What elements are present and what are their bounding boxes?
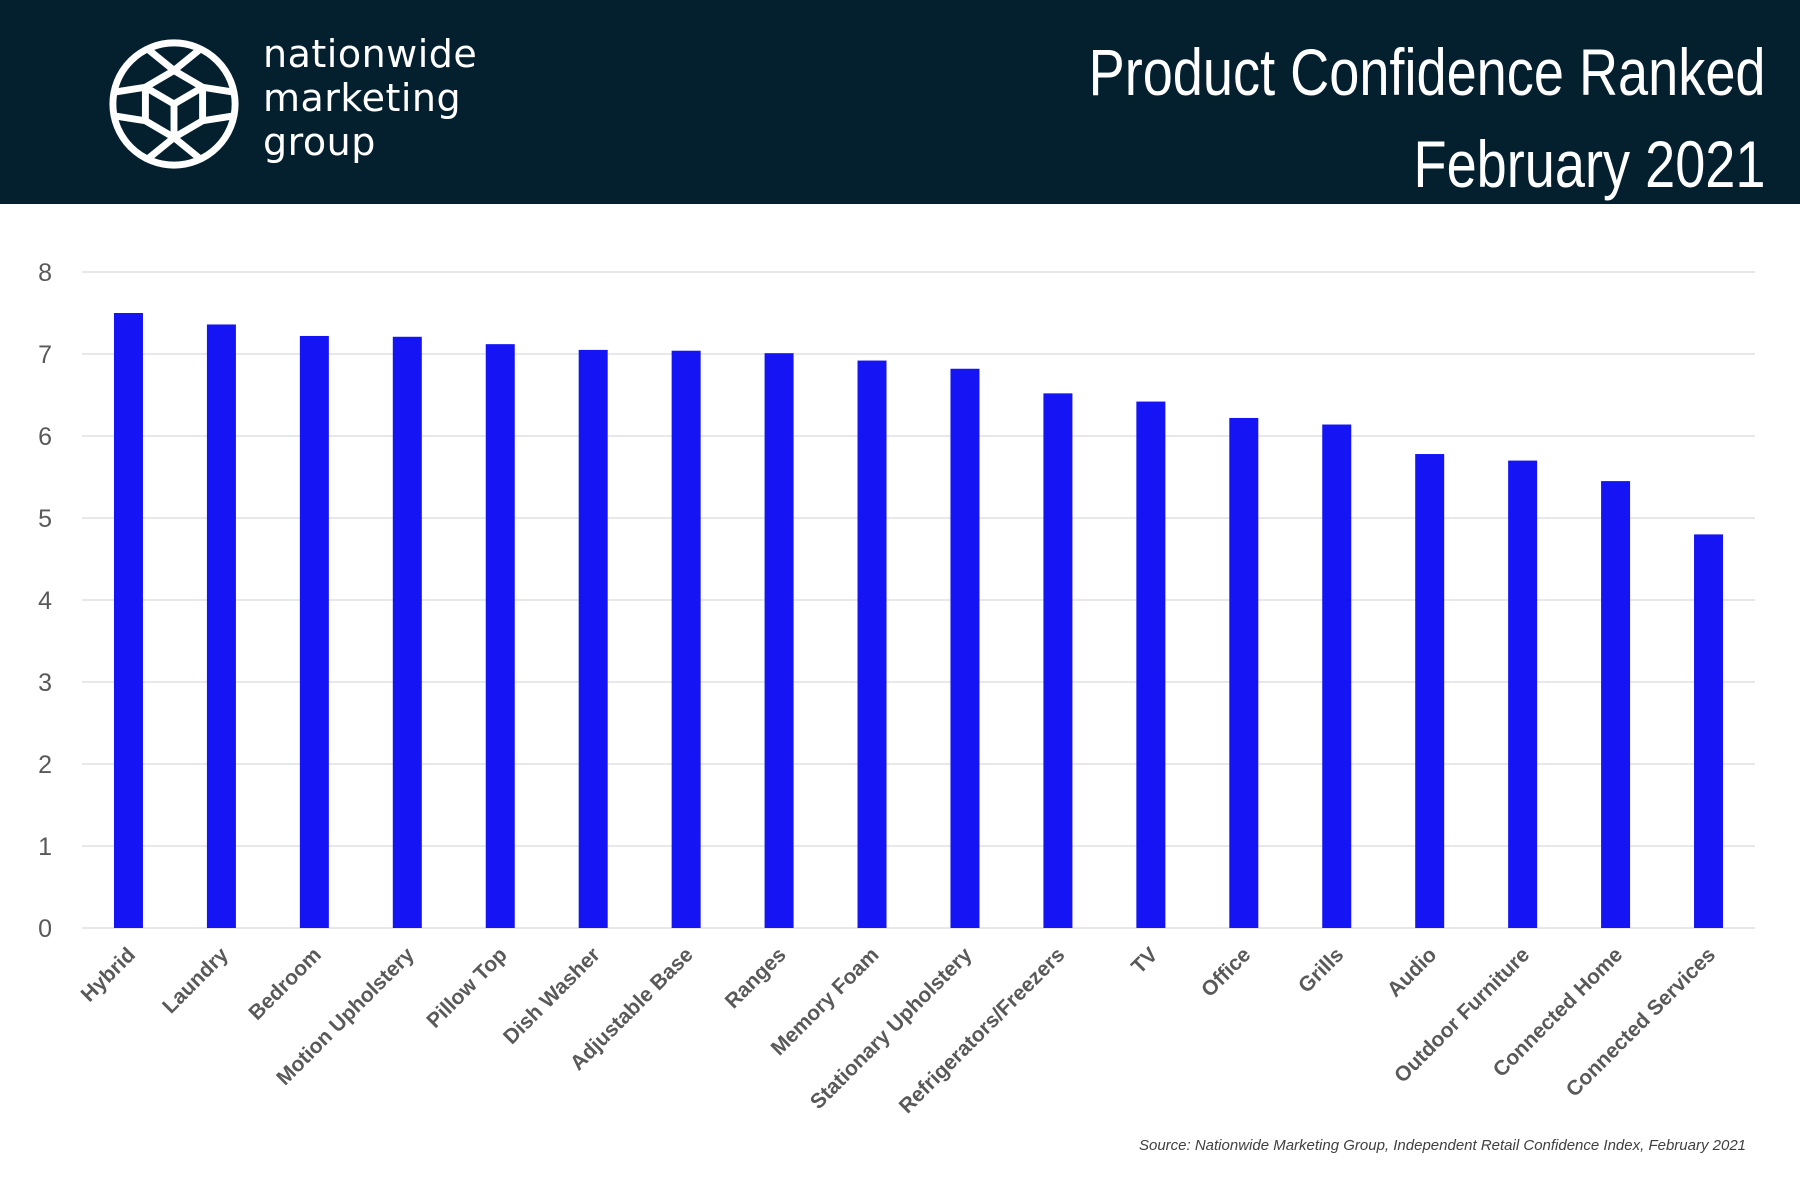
bar — [1601, 481, 1631, 928]
brand-wordmark: nationwide marketing group — [263, 32, 477, 164]
y-tick-label: 6 — [38, 423, 52, 451]
bar — [1508, 460, 1538, 928]
y-tick-label: 7 — [38, 341, 52, 369]
y-tick-label: 3 — [38, 669, 52, 697]
chart-container: 0 1 2 3 4 5 6 7 8 Hybrid Laundry Bedroom Motion Upho… — [0, 204, 1800, 1200]
x-tick-label: Dish Washer — [499, 943, 605, 1049]
bar — [764, 353, 794, 928]
header-banner: nationwide marketing group Product Confi… — [0, 0, 1800, 204]
brand-line-1: nationwide — [263, 32, 478, 76]
x-tick-label: Grills — [1294, 943, 1348, 997]
bar — [1322, 424, 1352, 928]
bar — [1415, 454, 1445, 928]
x-tick-label: Audio — [1383, 943, 1441, 1001]
y-tick-label: 5 — [38, 505, 52, 533]
bar — [1229, 417, 1259, 928]
bar — [950, 368, 980, 928]
page-title: Product Confidence Ranked February 2021 — [1089, 26, 1766, 210]
bar — [578, 349, 608, 928]
source-note: Source: Nationwide Marketing Group, Inde… — [1138, 1137, 1746, 1154]
bar — [857, 360, 887, 928]
x-tick-label: Stationary Upholstery — [806, 943, 977, 1114]
bar — [1694, 534, 1724, 928]
x-tick-label: Pillow Top — [422, 943, 511, 1032]
x-tick-label: Laundry — [158, 943, 233, 1018]
title-line-1: Product Confidence Ranked — [1089, 35, 1766, 109]
bar — [206, 324, 236, 929]
x-tick-label: TV — [1127, 943, 1162, 978]
title-line-2: February 2021 — [1414, 127, 1766, 201]
x-tick-label: Ranges — [721, 943, 791, 1013]
y-tick-label: 4 — [38, 587, 52, 615]
brand-line-3: group — [263, 120, 376, 164]
bar — [1136, 401, 1166, 928]
y-tick-label: 2 — [38, 751, 52, 779]
bar — [299, 335, 329, 928]
y-tick-label: 8 — [38, 259, 52, 287]
bar — [1043, 393, 1073, 928]
x-tick-label: Bedroom — [244, 943, 325, 1024]
x-tick-label: Refrigerators/Freezers — [895, 943, 1070, 1118]
bar — [485, 344, 515, 928]
x-tick-label: Connected Services — [1562, 943, 1720, 1101]
bar — [671, 350, 701, 929]
y-tick-label: 0 — [38, 915, 52, 943]
x-tick-label: Hybrid — [77, 943, 140, 1006]
x-tick-label: Office — [1197, 943, 1255, 1001]
bar — [392, 336, 422, 928]
brand-line-2: marketing — [263, 76, 462, 120]
logo-icon — [109, 39, 239, 169]
bar — [113, 313, 143, 928]
y-tick-label: 1 — [38, 833, 52, 861]
